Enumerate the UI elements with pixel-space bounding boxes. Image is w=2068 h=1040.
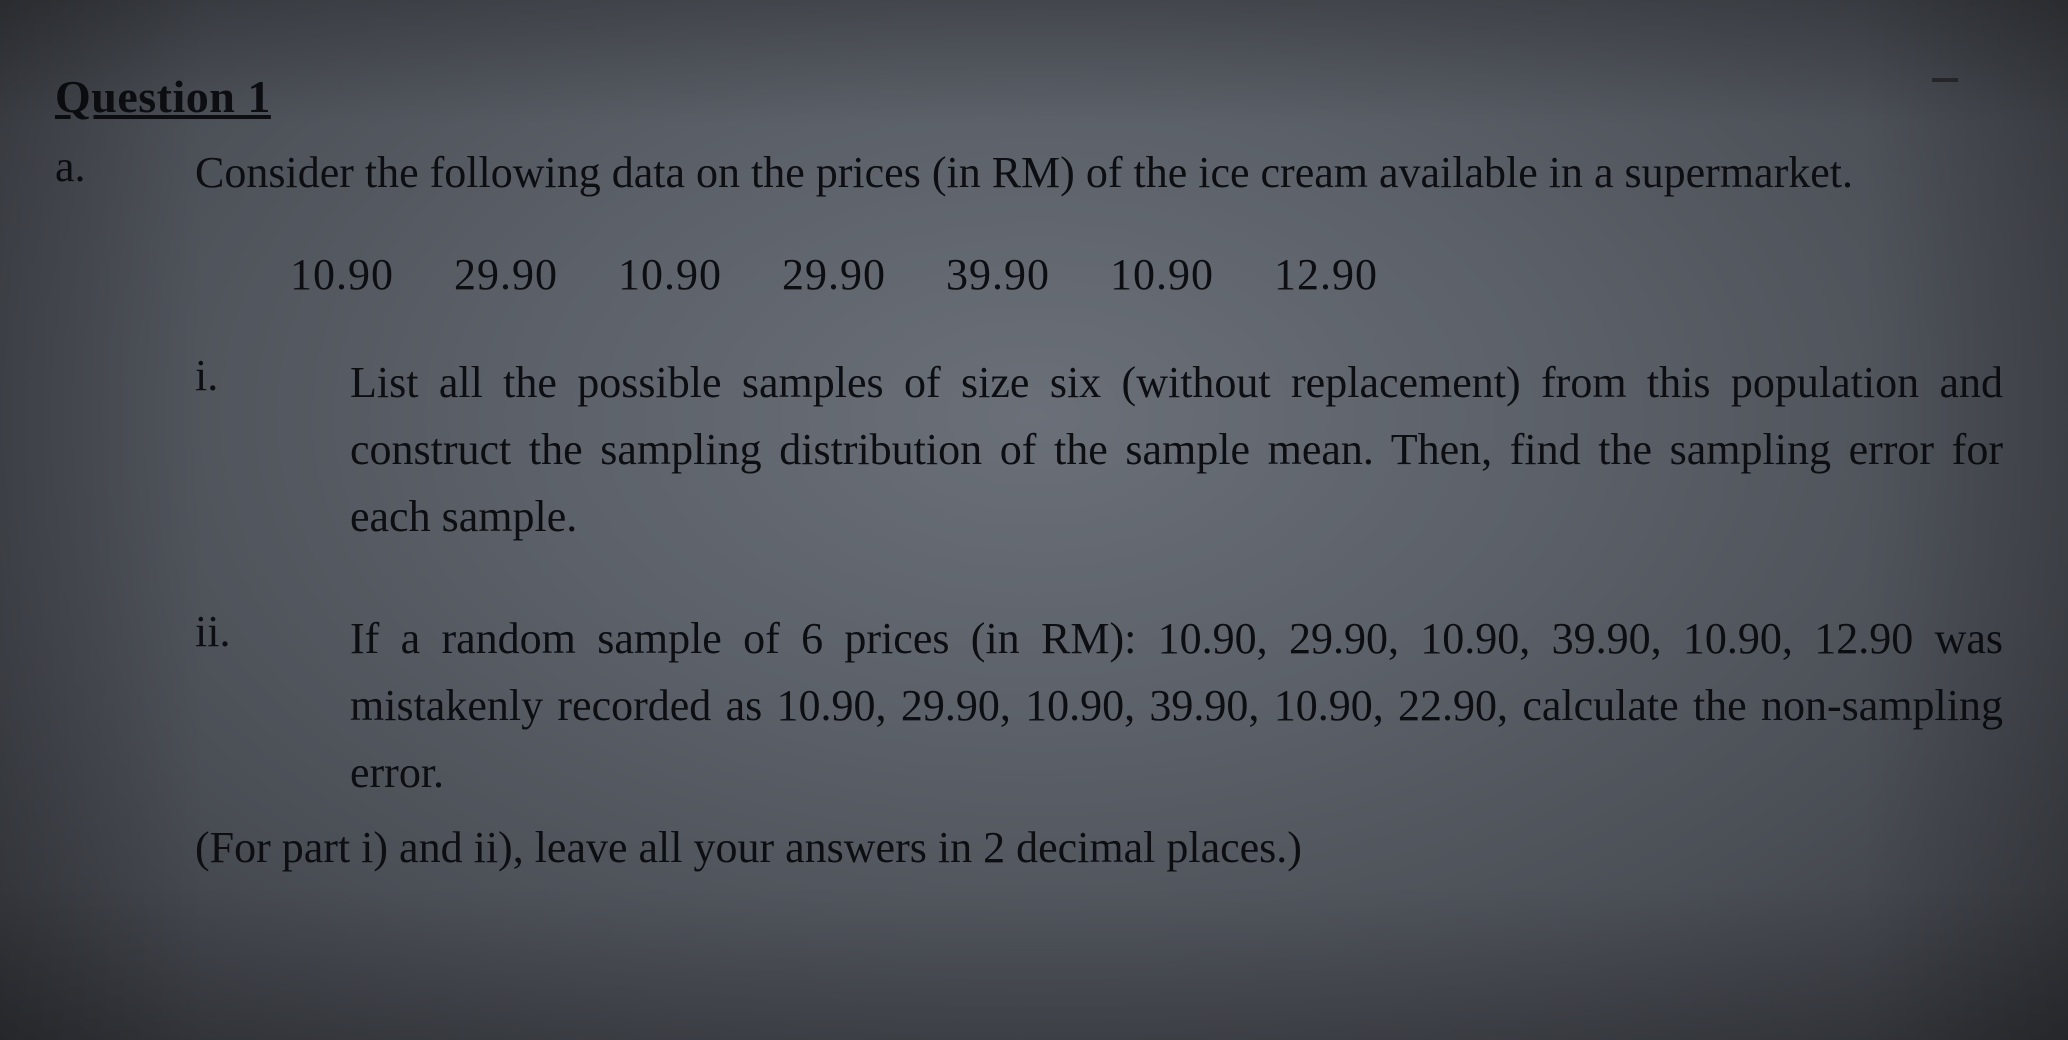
question-header: Question 1 xyxy=(55,70,2013,123)
sub-ii-text: If a random sample of 6 prices (in RM): … xyxy=(350,606,2013,807)
data-values-line: 10.90 29.90 10.90 29.90 39.90 10.90 12.9… xyxy=(290,249,2013,300)
data-value: 29.90 xyxy=(782,250,886,299)
corner-mark xyxy=(1932,78,1958,82)
sub-ii-label: ii. xyxy=(195,606,350,657)
data-value: 10.90 xyxy=(290,250,394,299)
part-a-label: a. xyxy=(55,141,195,192)
sub-i-label: i. xyxy=(195,350,350,401)
document-page: Question 1 a. Consider the following dat… xyxy=(0,0,2068,1040)
part-a-intro: Consider the following data on the price… xyxy=(195,141,2013,205)
sub-part-ii-row: ii. If a random sample of 6 prices (in R… xyxy=(195,606,2013,807)
data-value: 29.90 xyxy=(454,250,558,299)
data-value: 10.90 xyxy=(618,250,722,299)
data-value: 10.90 xyxy=(1110,250,1214,299)
data-value: 39.90 xyxy=(946,250,1050,299)
part-a-row: a. Consider the following data on the pr… xyxy=(55,141,2013,205)
sub-i-text: List all the possible samples of size si… xyxy=(350,350,2013,551)
answers-note: (For part i) and ii), leave all your ans… xyxy=(195,815,2013,881)
sub-part-i-row: i. List all the possible samples of size… xyxy=(195,350,2013,551)
data-value: 12.90 xyxy=(1274,250,1378,299)
